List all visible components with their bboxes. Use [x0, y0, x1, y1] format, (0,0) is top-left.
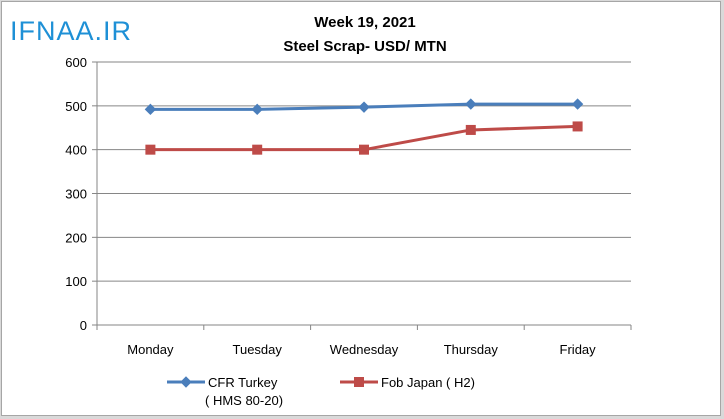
y-tick-label: 500 — [65, 99, 87, 114]
x-tick-label: Thursday — [444, 342, 499, 357]
chart-title: Week 19, 2021 — [314, 14, 415, 31]
axes — [96, 62, 632, 330]
legend-item: Fob Japan ( H2) — [340, 375, 475, 390]
x-tick-label: Wednesday — [330, 342, 399, 357]
data-point — [252, 144, 263, 155]
y-tick-label: 100 — [65, 274, 87, 289]
y-axis-tick-labels: 0 100 200 300 400 500 600 — [65, 55, 87, 333]
legend-label: Fob Japan ( H2) — [381, 375, 475, 390]
x-tick-label: Monday — [127, 342, 174, 357]
y-tick-label: 400 — [65, 143, 87, 158]
legend-item: CFR Turkey ( HMS 80-20) — [167, 375, 283, 408]
data-point — [359, 144, 369, 155]
data-point — [358, 101, 370, 113]
x-tick-label: Tuesday — [233, 342, 283, 357]
x-tick-label: Friday — [560, 342, 597, 357]
series-1 — [144, 98, 584, 116]
y-tick-label: 0 — [80, 318, 87, 333]
legend-label: CFR Turkey — [208, 375, 278, 390]
y-tick-label: 600 — [65, 55, 87, 70]
series-2 — [145, 121, 583, 155]
chart-subtitle: Steel Scrap- USD/ MTN — [283, 38, 446, 55]
data-point — [571, 98, 584, 110]
gridlines — [92, 61, 631, 326]
legend-marker — [354, 377, 364, 387]
data-point — [572, 121, 583, 132]
data-point — [465, 124, 476, 135]
y-tick-label: 200 — [65, 230, 87, 245]
watermark-logo: IFNAA.IR — [10, 16, 133, 46]
data-point — [145, 144, 156, 155]
y-tick-label: 300 — [65, 187, 87, 202]
series-group — [144, 98, 584, 155]
x-axis-tick-labels: Monday Tuesday Wednesday Thursday Friday — [127, 342, 596, 357]
legend: CFR Turkey ( HMS 80-20) Fob Japan ( H2) — [167, 375, 475, 408]
legend-marker — [180, 376, 192, 388]
data-point — [465, 98, 477, 110]
legend-label: ( HMS 80-20) — [205, 393, 283, 408]
data-point — [251, 103, 263, 116]
data-point — [144, 103, 157, 116]
